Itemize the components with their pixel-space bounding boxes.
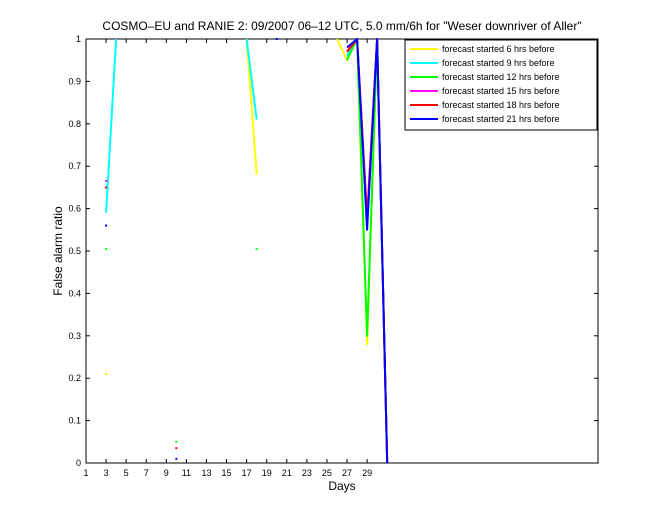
y-tick-label: 0.3 xyxy=(68,331,81,341)
y-tick-label: 0.1 xyxy=(68,416,81,426)
x-tick-label: 5 xyxy=(124,468,129,478)
series-line xyxy=(245,38,258,120)
x-tick-label: 11 xyxy=(182,468,191,478)
x-tick-label: 13 xyxy=(201,468,211,478)
legend-entry: forecast started 15 hrs before xyxy=(442,86,560,96)
legend-entry: forecast started 6 hrs before xyxy=(442,44,555,54)
y-tick-label: 0.5 xyxy=(68,246,81,256)
y-tick-label: 0.6 xyxy=(68,204,81,214)
x-tick-label: 27 xyxy=(342,468,352,478)
legend-entry: forecast started 9 hrs before xyxy=(442,58,555,68)
data-point xyxy=(105,180,108,183)
y-tick-label: 0.4 xyxy=(68,288,81,298)
data-point xyxy=(175,440,178,443)
chart-title: COSMO–EU and RANIE 2: 09/2007 06–12 UTC,… xyxy=(102,19,581,33)
y-tick-label: 0.7 xyxy=(68,161,81,171)
x-tick-label: 15 xyxy=(222,468,232,478)
legend-entry: forecast started 12 hrs before xyxy=(442,72,560,82)
y-tick-label: 1 xyxy=(76,34,81,44)
legend-entry: forecast started 21 hrs before xyxy=(442,114,560,124)
x-axis-label: Days xyxy=(328,479,355,493)
y-tick-label: 0 xyxy=(76,458,81,468)
y-tick-label: 0.8 xyxy=(68,119,81,129)
data-point xyxy=(105,224,108,227)
series-line xyxy=(245,38,258,175)
series-line xyxy=(105,38,118,213)
x-tick-label: 23 xyxy=(302,468,312,478)
series-line xyxy=(346,38,389,463)
x-tick-label: 3 xyxy=(104,468,109,478)
data-point xyxy=(105,186,108,189)
y-tick-label: 0.9 xyxy=(68,76,81,86)
data-point xyxy=(105,247,108,250)
x-tick-label: 1 xyxy=(83,468,88,478)
x-tick-label: 7 xyxy=(144,468,149,478)
data-point xyxy=(255,247,258,250)
series-6 xyxy=(105,38,389,463)
x-tick-label: 21 xyxy=(282,468,292,478)
legend-entry: forecast started 18 hrs before xyxy=(442,100,560,110)
data-point xyxy=(105,372,108,375)
legend-box xyxy=(404,39,598,131)
axis-ticks: 1 3 5 7 9 11 13 15 17 19 21 23 25 27 2900.10.20.30.40.… xyxy=(68,34,598,478)
series-lines xyxy=(105,38,389,463)
y-tick-label: 0.2 xyxy=(68,373,81,383)
x-tick-label: 25 xyxy=(322,468,332,478)
x-tick-label: 29 xyxy=(362,468,372,478)
y-axis-label: False alarm ratio xyxy=(51,206,65,296)
legend: forecast started 6 hrs before forecast st… xyxy=(404,39,598,131)
x-tick-label: 9 xyxy=(164,468,169,478)
x-tick-label: 17 xyxy=(242,468,252,478)
data-point xyxy=(275,38,278,40)
data-point xyxy=(175,447,178,450)
data-point xyxy=(175,457,178,460)
x-tick-label: 19 xyxy=(262,468,272,478)
